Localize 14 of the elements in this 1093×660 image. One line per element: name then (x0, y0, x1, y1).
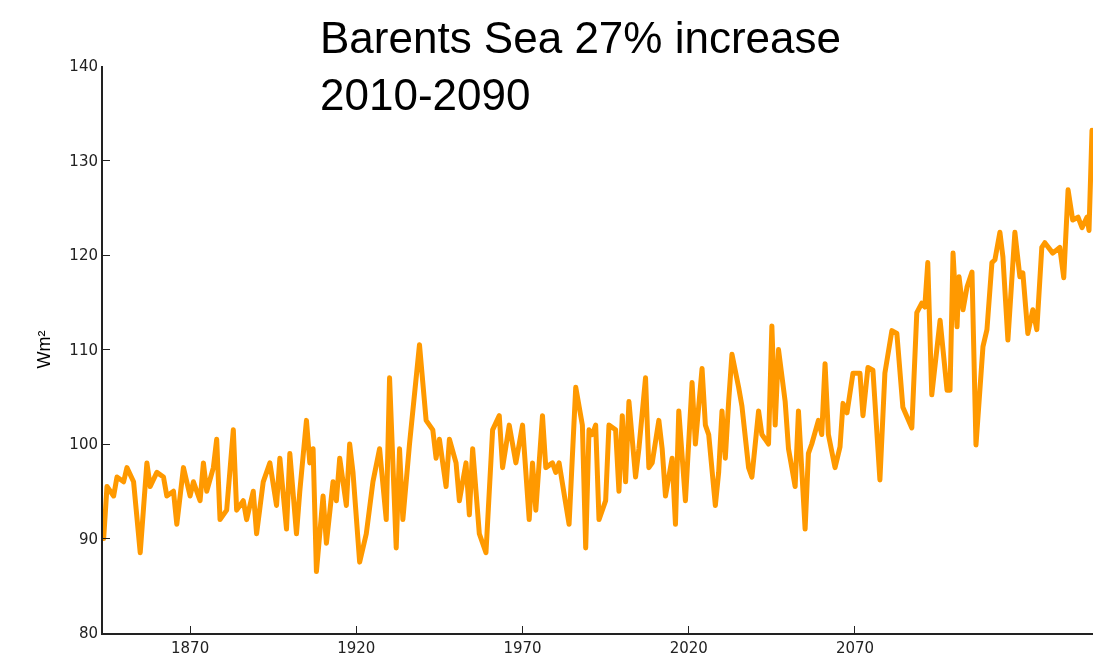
x-tick-label: 2070 (835, 639, 875, 657)
y-tick-label: 80 (78, 624, 98, 643)
y-tick-label: 100 (69, 435, 98, 454)
y-tick-label: 140 (69, 57, 98, 76)
x-tick-label: 1970 (503, 639, 542, 657)
y-tick-label: 110 (69, 340, 98, 359)
x-tick-label: 1870 (171, 639, 210, 657)
chart-title: Barents Sea 27% increase 2010-2090 (320, 12, 841, 119)
x-tick-label: 1920 (337, 639, 376, 657)
x-tick-label: 2020 (669, 639, 708, 657)
y-tick-label: 90 (78, 529, 98, 548)
y-tick-label: 120 (69, 246, 98, 265)
y-axis-title: Wm² (34, 330, 55, 369)
y-tick-label: 130 (69, 151, 98, 170)
